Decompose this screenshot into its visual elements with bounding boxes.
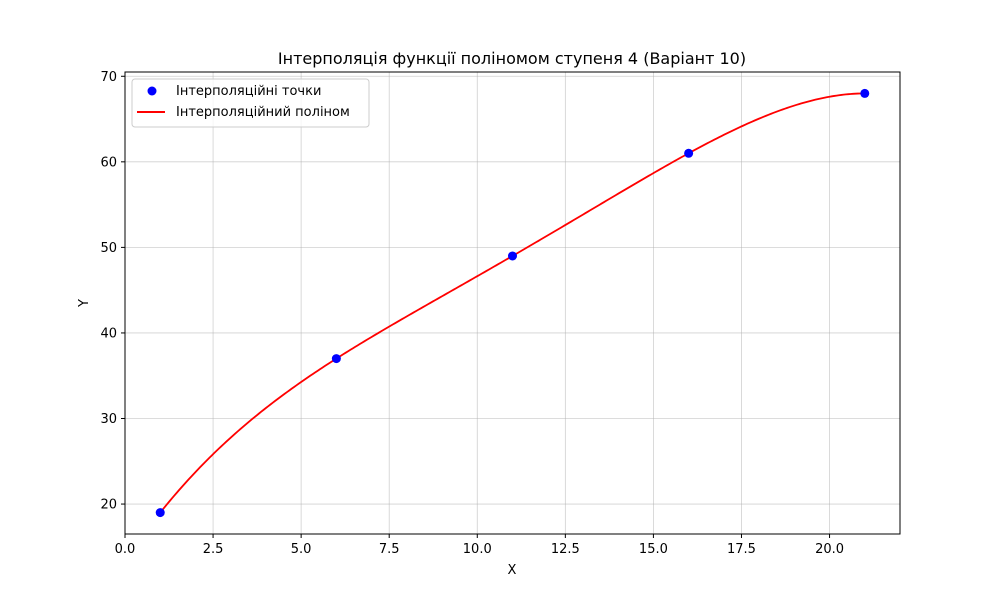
y-axis-label: Y	[77, 299, 92, 308]
x-tick-label: 7.5	[379, 542, 400, 557]
y-tick-label: 40	[100, 326, 117, 341]
data-point	[331, 354, 341, 364]
plot-area-frame	[124, 71, 901, 535]
y-tick-label: 30	[100, 412, 117, 427]
y-axis-ticks: 20 30 40 50 60 70	[100, 70, 125, 513]
x-tick-label: 5.0	[291, 542, 312, 557]
y-tick-label: 20	[100, 498, 117, 513]
x-axis-ticks: 0.0 2.5 5.0 7.5 10.0 12.5 15.0 17.5 20.0	[115, 534, 844, 557]
legend-box	[131, 78, 370, 128]
x-tick-label: 17.5	[727, 542, 756, 557]
legend-scatter-marker	[147, 86, 157, 96]
x-tick-label: 12.5	[551, 542, 580, 557]
data-point	[860, 88, 870, 98]
data-point	[508, 251, 517, 261]
x-tick-label: 2.5	[203, 542, 224, 557]
legend: Інтерполяційні точки Інтерполяційний пол…	[131, 78, 370, 128]
chart-title: Інтерполяція функції поліномом ступеня 4…	[278, 49, 746, 68]
data-point	[684, 148, 694, 158]
x-tick-label: 20.0	[815, 542, 844, 557]
y-tick-label: 60	[100, 155, 117, 170]
legend-label-points: Інтерполяційні точки	[176, 84, 321, 99]
y-tick-label: 50	[100, 241, 117, 256]
x-tick-label: 15.0	[639, 542, 668, 557]
x-axis-label: X	[508, 563, 517, 578]
data-point	[155, 508, 165, 518]
y-tick-label: 70	[100, 70, 117, 85]
x-tick-label: 0.0	[115, 542, 136, 557]
legend-label-polynomial: Інтерполяційний поліном	[176, 105, 350, 120]
x-tick-label: 10.0	[463, 542, 492, 557]
points-layer	[155, 88, 870, 518]
grid	[124, 72, 900, 534]
